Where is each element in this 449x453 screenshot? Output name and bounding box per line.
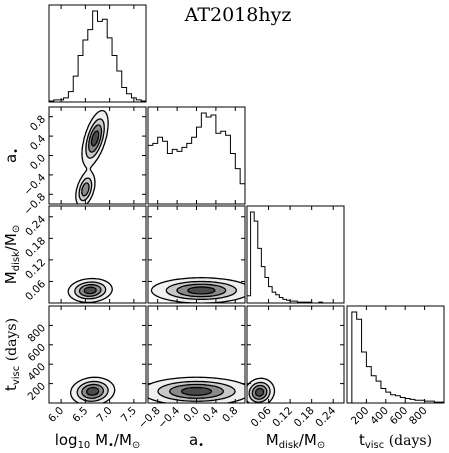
x-tick-label-Mdisk-1: 0.12 <box>270 405 295 430</box>
joint-panel-logM-Mdisk <box>48 205 147 304</box>
contour-logM-a-3 <box>90 130 100 147</box>
panel-frame <box>246 305 345 404</box>
histogram-tvisc <box>347 311 444 404</box>
contour-logM-tvisc-3 <box>86 386 100 396</box>
y-axis-label-tvisc: tvisc (days) <box>2 318 22 391</box>
x-axis-label-logM: log10 M•/M⊙ <box>55 431 141 451</box>
contour-logM-tvisc-2 <box>81 383 105 399</box>
y-tick-label-tvisc-2: 600 <box>25 341 48 364</box>
hist-panel-a <box>147 106 246 205</box>
x-tick-label-Mdisk-0: 0.06 <box>249 404 274 429</box>
contour-logM-a-0 <box>75 109 109 204</box>
y-axis-label-Mdisk: Mdisk/M⊙ <box>2 225 22 284</box>
panel-frame <box>48 4 147 103</box>
y-tick-label-Mdisk-0: 0.06 <box>23 278 48 303</box>
contour-logM-tvisc-1 <box>76 380 109 402</box>
joint-panel-logM-tvisc <box>48 305 147 404</box>
contour-a-tvisc-2 <box>168 383 225 399</box>
panel-frame <box>48 205 147 304</box>
panel-frame <box>246 205 345 304</box>
y-axis-label-a: a• <box>2 148 22 163</box>
y-tick-label-a-1: −0.4 <box>22 171 49 198</box>
joint-panel-Mdisk-tvisc <box>246 305 345 404</box>
x-tick-label-tvisc-2: 600 <box>388 405 411 428</box>
panel-frame <box>346 305 445 404</box>
x-tick-label-logM-1: 6.5 <box>70 405 90 425</box>
contour-logM-Mdisk-1 <box>74 281 107 300</box>
chart-title: AT2018hyz <box>184 4 292 26</box>
x-tick-label-a-3: 0.4 <box>201 404 222 425</box>
hist-panel-Mdisk <box>246 205 345 304</box>
y-tick-label-Mdisk-2: 0.18 <box>23 235 48 260</box>
histogram-Mdisk <box>247 211 344 304</box>
contour-a-Mdisk-1 <box>165 280 238 300</box>
histogram-a <box>148 112 245 185</box>
x-tick-label-a-2: 0.0 <box>181 405 201 425</box>
y-tick-label-tvisc-0: 200 <box>25 380 48 403</box>
contour-logM-a-2 <box>81 124 103 197</box>
panel-frame <box>147 106 246 205</box>
x-tick-label-tvisc-1: 400 <box>368 405 391 428</box>
histogram-logM <box>49 10 146 102</box>
x-tick-label-Mdisk-3: 0.24 <box>313 404 338 429</box>
contour-Mdisk-tvisc-2 <box>251 384 268 400</box>
hist-panel-tvisc <box>346 305 445 404</box>
y-tick-label-a-2: 0.0 <box>28 152 48 172</box>
hist-panel-logM <box>48 4 147 103</box>
x-tick-label-Mdisk-2: 0.18 <box>292 405 317 430</box>
x-axis-label-a: a• <box>189 431 204 451</box>
joint-panel-a-Mdisk <box>147 205 246 304</box>
y-tick-label-a-3: 0.4 <box>28 133 49 154</box>
y-tick-label-tvisc-3: 800 <box>25 322 48 345</box>
contour-logM-a-1 <box>78 118 105 202</box>
x-tick-label-a-4: 0.8 <box>220 405 240 425</box>
contour-Mdisk-tvisc-3 <box>254 387 265 397</box>
contour-logM-tvisc-0 <box>69 376 116 403</box>
contour-a-tvisc-0 <box>148 376 245 403</box>
panel-frame <box>48 305 147 404</box>
contour-logM-Mdisk-3 <box>83 286 97 295</box>
contour-a-Mdisk-3 <box>186 286 216 295</box>
contour-a-tvisc-1 <box>157 380 236 402</box>
contour-Mdisk-tvisc-0 <box>247 377 276 403</box>
contour-a-Mdisk-2 <box>176 283 227 298</box>
contour-a-tvisc-3 <box>180 386 213 396</box>
contour-logM-Mdisk-2 <box>78 283 102 297</box>
contour-logM-Mdisk-0 <box>67 277 113 303</box>
joint-panel-a-tvisc <box>147 305 246 404</box>
x-tick-label-logM-0: 6.0 <box>46 405 66 425</box>
y-tick-label-tvisc-1: 400 <box>25 361 48 384</box>
panels-layer <box>48 4 445 404</box>
x-tick-label-tvisc-3: 800 <box>407 405 430 428</box>
x-tick-label-tvisc-0: 200 <box>349 405 372 428</box>
joint-panel-logM-a <box>48 106 147 205</box>
x-axis-label-tvisc: tvisc (days) <box>359 431 432 451</box>
x-tick-label-a-1: −0.4 <box>156 404 183 431</box>
x-tick-label-logM-2: 7.0 <box>94 405 114 425</box>
y-tick-label-Mdisk-3: 0.24 <box>23 213 48 238</box>
contour-Mdisk-tvisc-1 <box>248 381 271 403</box>
x-axis-label-Mdisk: Mdisk/M⊙ <box>266 431 325 451</box>
y-tick-label-Mdisk-1: 0.12 <box>23 257 48 282</box>
y-tick-label-a-4: 0.8 <box>28 113 48 133</box>
